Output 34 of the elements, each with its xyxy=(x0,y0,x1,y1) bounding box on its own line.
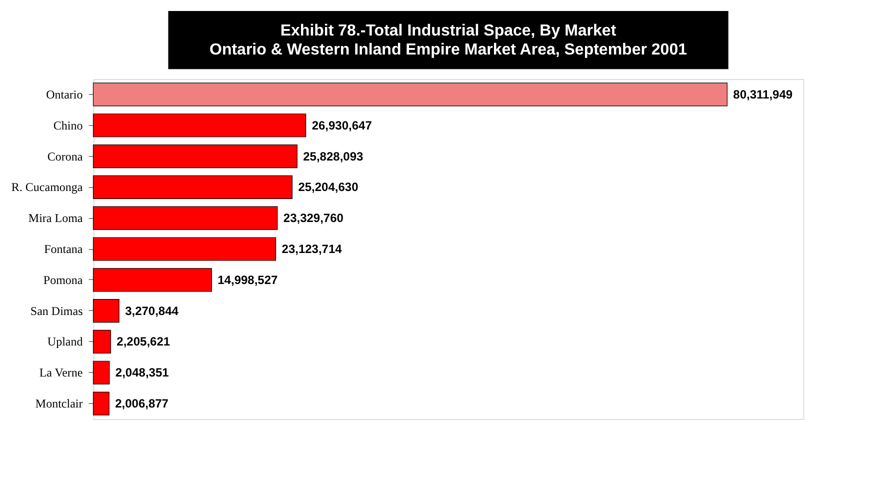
y-tick-label: Ontario xyxy=(46,87,83,102)
bar xyxy=(92,206,278,230)
bar xyxy=(92,175,292,199)
data-label: 80,311,949 xyxy=(733,87,793,102)
y-tick-label: Corona xyxy=(47,149,84,164)
data-label: 14,998,527 xyxy=(218,272,278,287)
y-tick-label: La Verne xyxy=(39,366,83,380)
y-tick-label: Fontana xyxy=(44,242,84,256)
y-tick-label: Pomona xyxy=(43,272,84,287)
bar xyxy=(92,82,728,106)
data-label: 3,270,844 xyxy=(125,304,179,318)
bar xyxy=(92,330,111,354)
bar xyxy=(92,392,110,416)
data-label: 2,205,621 xyxy=(116,334,170,349)
data-label: 25,204,630 xyxy=(298,180,359,194)
y-tick-label: San Dimas xyxy=(30,304,84,318)
bar xyxy=(92,299,120,323)
y-tick-label: Upland xyxy=(47,334,83,349)
data-label: 23,123,714 xyxy=(282,242,342,256)
data-label: 26,930,647 xyxy=(312,118,372,132)
data-label: 23,329,760 xyxy=(283,211,344,226)
bar xyxy=(92,268,212,292)
y-tick-label: Chino xyxy=(53,118,83,132)
chart-title: Exhibit 78.-Total Industrial Space, By Market Ontario & Western Inland Empire Market Area, September 2001 xyxy=(210,22,688,59)
y-tick-label: R. Cucamonga xyxy=(11,180,84,194)
bar xyxy=(92,144,298,168)
data-label: 2,048,351 xyxy=(115,366,170,380)
y-tick-label: Mira Loma xyxy=(28,211,84,226)
data-label: 2,006,877 xyxy=(115,396,169,411)
data-label: 25,828,093 xyxy=(303,149,364,164)
bar xyxy=(92,360,110,384)
bar xyxy=(92,114,306,138)
y-tick-label: Montclair xyxy=(35,396,83,411)
bar xyxy=(92,237,276,261)
